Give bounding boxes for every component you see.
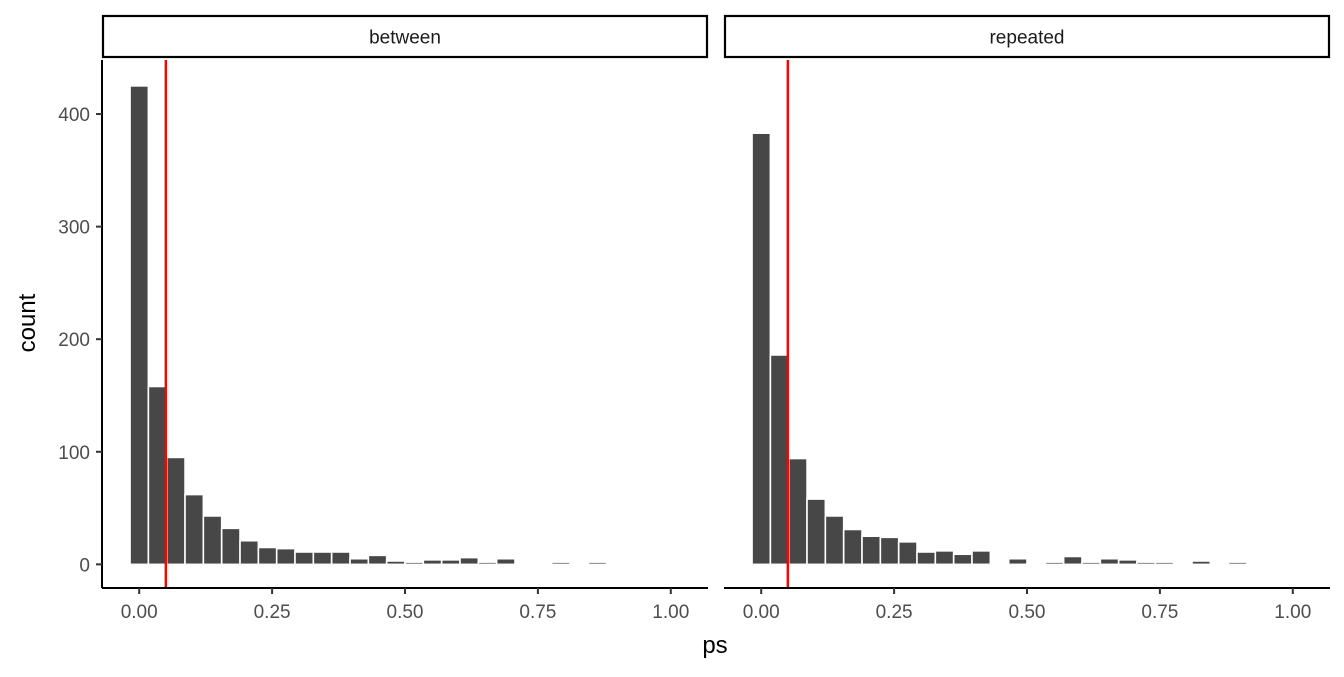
histogram-bar xyxy=(1191,560,1212,566)
x-tick-label: 1.00 xyxy=(652,602,689,623)
histogram-bar xyxy=(330,551,351,566)
histogram-bar xyxy=(550,561,571,566)
histogram-bar xyxy=(1007,557,1028,566)
histogram-bar xyxy=(1227,561,1248,566)
histogram-bar xyxy=(202,515,223,566)
y-tick-label: 0 xyxy=(79,555,90,576)
facet-panel-repeated: repeated 0.00 0.25 0.50 0.75 1.00 xyxy=(723,14,1331,623)
histogram-bar xyxy=(404,561,425,566)
histogram-bar xyxy=(897,541,918,566)
histogram-bar xyxy=(787,457,808,566)
histogram-bar xyxy=(1044,561,1065,566)
x-tick-label: 0.00 xyxy=(743,602,780,623)
facet-strip-between xyxy=(101,14,709,59)
histogram-bar xyxy=(587,561,608,566)
y-tick-label: 300 xyxy=(58,218,90,239)
histogram-bar xyxy=(349,557,370,566)
histogram-bar xyxy=(1117,559,1138,566)
x-tick-label: 0.50 xyxy=(1009,602,1046,623)
histogram-bar xyxy=(367,554,388,566)
facet-panel-between: between 0.00 0.25 0.50 0.75 1.00 0 100 200 300 400 xyxy=(58,14,709,623)
x-tick-label: 0.75 xyxy=(1141,602,1178,623)
histogram-bar xyxy=(184,493,205,566)
histogram-bar xyxy=(165,456,186,566)
histogram-bar xyxy=(952,553,973,566)
y-tick-label: 400 xyxy=(58,105,90,126)
histogram-bar xyxy=(861,535,882,566)
panels-layer: between 0.00 0.25 0.50 0.75 1.00 0 100 200 300 400… xyxy=(58,14,1331,623)
histogram-bar xyxy=(1136,561,1157,566)
histogram-bar xyxy=(532,562,553,566)
histogram-bar xyxy=(879,536,900,566)
histogram-bar xyxy=(1026,562,1047,566)
histogram-bar xyxy=(751,132,772,566)
histogram-bar xyxy=(312,551,333,566)
histogram-bar xyxy=(275,547,296,566)
histogram-bar xyxy=(824,515,845,566)
x-tick-label: 1.00 xyxy=(1274,602,1311,623)
facet-strip-label-between: between xyxy=(369,28,441,49)
histogram-bar xyxy=(129,85,150,566)
histogram-bar xyxy=(1099,557,1120,566)
x-tick-label: 0.50 xyxy=(387,602,424,623)
x-tick-label: 0.75 xyxy=(519,602,556,623)
x-tick-label: 0.25 xyxy=(254,602,291,623)
y-tick-label: 100 xyxy=(58,443,90,464)
x-axis-title: ps xyxy=(702,632,727,659)
histogram-bar xyxy=(147,385,168,566)
facet-strip-repeated xyxy=(723,14,1331,59)
histogram-bar xyxy=(239,539,260,566)
histogram-bar xyxy=(934,550,955,566)
facet-strip-label-repeated: repeated xyxy=(989,28,1064,49)
histogram-bar xyxy=(971,550,992,566)
histogram-bar xyxy=(989,562,1010,566)
histogram-bar xyxy=(1062,555,1083,566)
histogram-bar xyxy=(806,498,827,566)
histogram-bar xyxy=(459,556,480,566)
y-tick-label: 200 xyxy=(58,330,90,351)
histogram-bar xyxy=(495,557,516,566)
histogram-bar xyxy=(605,562,626,566)
histogram-bar xyxy=(385,560,406,566)
histogram-bar xyxy=(842,528,863,566)
histogram-bar xyxy=(916,551,937,566)
x-tick-label: 0.00 xyxy=(121,602,158,623)
histogram-bar xyxy=(257,546,278,566)
x-tick-label: 0.25 xyxy=(876,602,913,623)
histogram-bar xyxy=(440,559,461,566)
histogram-bar xyxy=(1154,561,1175,566)
histogram-bar xyxy=(769,354,790,566)
y-axis-title: count xyxy=(14,293,41,352)
histogram-bar xyxy=(422,559,443,566)
histogram-bar xyxy=(294,551,315,566)
histogram-bar xyxy=(220,527,241,566)
histogram-bar xyxy=(477,561,498,566)
histogram-bar xyxy=(1081,561,1102,566)
